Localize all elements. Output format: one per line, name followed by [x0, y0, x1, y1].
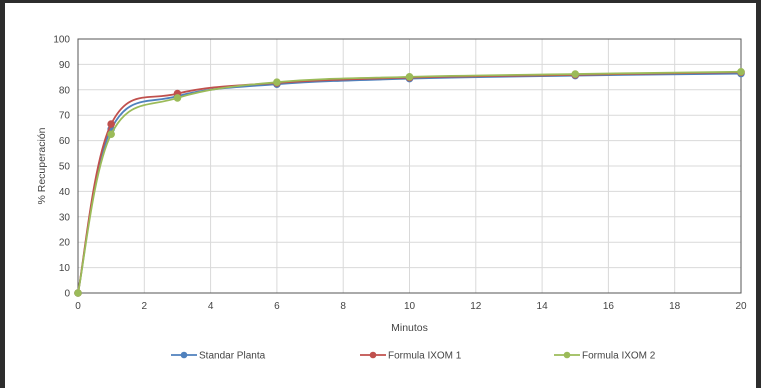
y-tick-label: 0 — [64, 289, 70, 300]
y-tick-label: 90 — [59, 60, 71, 71]
y-tick-label: 40 — [59, 187, 71, 198]
legend-item: Formula IXOM 2 — [554, 351, 656, 362]
x-tick-label: 10 — [404, 301, 416, 312]
legend-item: Standar Planta — [171, 351, 266, 362]
data-point — [107, 120, 115, 128]
y-tick-label: 60 — [59, 136, 71, 147]
legend-marker — [563, 351, 571, 359]
y-tick-label: 10 — [59, 263, 71, 274]
y-tick-label: 80 — [59, 85, 71, 96]
data-point — [405, 73, 414, 81]
data-point — [107, 130, 115, 139]
legend-marker — [369, 351, 377, 359]
data-point — [737, 67, 745, 76]
y-tick-label: 20 — [59, 238, 71, 249]
chart-panel: 0 10 20 30 40 50 60 70 80 90 100 0 2 4 6 8 10 12 14 16 18 20… — [5, 3, 756, 388]
x-tick-label: 4 — [208, 301, 214, 312]
legend-label: Formula IXOM 2 — [582, 351, 656, 362]
series-group — [74, 67, 745, 297]
y-tick-label: 50 — [59, 162, 71, 173]
y-axis-title: % Recuperación — [36, 127, 48, 204]
data-point — [571, 70, 580, 78]
data-point — [74, 289, 82, 297]
y-axis-ticks: 0 10 20 30 40 50 60 70 80 90 100 — [53, 35, 70, 300]
legend-label: Standar Planta — [199, 351, 266, 362]
line-chart: 0 10 20 30 40 50 60 70 80 90 100 0 2 4 6 8 10 12 14 16 18 20… — [36, 35, 747, 362]
legend-marker — [180, 351, 188, 359]
x-axis-title: Minutos — [391, 322, 428, 334]
x-tick-label: 0 — [75, 301, 81, 312]
x-axis-ticks: 0 2 4 6 8 10 12 14 16 18 20 — [75, 301, 747, 312]
x-tick-label: 20 — [735, 301, 747, 312]
series-2 — [74, 67, 745, 297]
x-tick-label: 2 — [142, 301, 148, 312]
y-tick-label: 30 — [59, 212, 71, 223]
legend-item: Formula IXOM 1 — [360, 351, 462, 362]
data-point — [273, 78, 281, 86]
x-tick-label: 18 — [669, 301, 681, 312]
x-tick-label: 12 — [470, 301, 482, 312]
y-tick-label: 70 — [59, 111, 71, 122]
legend: Standar Planta Formula IXOM 1 Formula IXOM… — [171, 351, 656, 362]
x-tick-label: 16 — [603, 301, 615, 312]
x-tick-label: 6 — [274, 301, 280, 312]
plot-area-border — [77, 38, 742, 294]
data-point — [173, 94, 182, 102]
legend-label: Formula IXOM 1 — [388, 351, 462, 362]
x-tick-label: 14 — [537, 301, 549, 312]
x-tick-label: 8 — [340, 301, 346, 312]
y-tick-label: 100 — [53, 35, 70, 46]
